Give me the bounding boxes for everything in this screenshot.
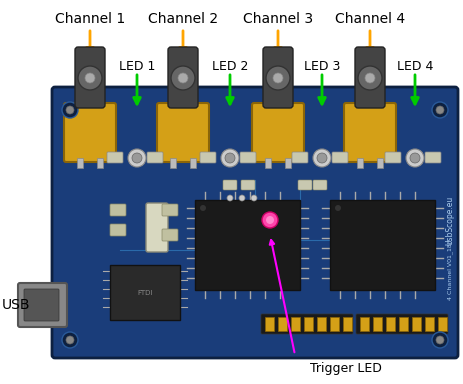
- Bar: [329, 317, 338, 331]
- Circle shape: [265, 216, 274, 224]
- FancyBboxPatch shape: [297, 180, 311, 190]
- Text: Trigger LED: Trigger LED: [309, 362, 381, 375]
- Bar: [77, 158, 83, 168]
- Bar: [264, 158, 270, 168]
- Bar: [169, 158, 175, 168]
- Circle shape: [357, 66, 381, 90]
- Circle shape: [220, 149, 238, 167]
- FancyBboxPatch shape: [329, 200, 434, 290]
- Circle shape: [200, 205, 206, 211]
- Bar: [437, 317, 446, 331]
- Circle shape: [226, 195, 232, 201]
- Circle shape: [272, 73, 282, 83]
- Circle shape: [265, 66, 289, 90]
- Text: USB: USB: [2, 298, 31, 312]
- Circle shape: [364, 73, 374, 83]
- Bar: [316, 317, 325, 331]
- Bar: [359, 317, 368, 331]
- Circle shape: [62, 332, 78, 348]
- FancyBboxPatch shape: [260, 314, 352, 334]
- FancyBboxPatch shape: [168, 47, 198, 108]
- Circle shape: [409, 153, 419, 163]
- Circle shape: [435, 106, 443, 114]
- FancyBboxPatch shape: [251, 103, 303, 162]
- Bar: [290, 317, 300, 331]
- FancyBboxPatch shape: [110, 224, 126, 236]
- Bar: [372, 317, 381, 331]
- Text: 4 Channel V01_18F: 4 Channel V01_18F: [446, 240, 452, 300]
- FancyBboxPatch shape: [424, 152, 440, 163]
- FancyBboxPatch shape: [384, 152, 400, 163]
- Circle shape: [178, 73, 188, 83]
- FancyBboxPatch shape: [107, 152, 123, 163]
- FancyBboxPatch shape: [147, 152, 163, 163]
- FancyBboxPatch shape: [162, 229, 178, 241]
- Text: Channel 4: Channel 4: [334, 12, 404, 26]
- FancyBboxPatch shape: [355, 314, 447, 334]
- Circle shape: [316, 153, 326, 163]
- FancyBboxPatch shape: [64, 103, 116, 162]
- Text: FTDI: FTDI: [137, 290, 152, 296]
- Circle shape: [238, 195, 244, 201]
- FancyBboxPatch shape: [354, 47, 384, 108]
- Bar: [385, 317, 394, 331]
- FancyBboxPatch shape: [18, 283, 67, 327]
- Text: Channel 3: Channel 3: [243, 12, 313, 26]
- Circle shape: [66, 106, 74, 114]
- Bar: [424, 317, 433, 331]
- Circle shape: [262, 212, 277, 228]
- FancyBboxPatch shape: [343, 103, 395, 162]
- FancyBboxPatch shape: [162, 204, 178, 216]
- Bar: [277, 317, 287, 331]
- Circle shape: [405, 149, 423, 167]
- Text: LED 1: LED 1: [119, 60, 155, 73]
- FancyBboxPatch shape: [240, 180, 255, 190]
- Circle shape: [85, 73, 95, 83]
- FancyBboxPatch shape: [75, 47, 105, 108]
- Circle shape: [313, 149, 330, 167]
- Bar: [189, 158, 195, 168]
- FancyBboxPatch shape: [24, 289, 59, 321]
- Circle shape: [225, 153, 234, 163]
- Circle shape: [128, 149, 146, 167]
- Bar: [97, 158, 103, 168]
- Circle shape: [431, 102, 447, 118]
- Text: LED 4: LED 4: [396, 60, 432, 73]
- FancyBboxPatch shape: [110, 204, 126, 216]
- Circle shape: [66, 336, 74, 344]
- FancyBboxPatch shape: [156, 103, 208, 162]
- Text: LED 3: LED 3: [303, 60, 339, 73]
- Text: LED 2: LED 2: [211, 60, 248, 73]
- FancyBboxPatch shape: [194, 200, 300, 290]
- Circle shape: [171, 66, 194, 90]
- Bar: [356, 158, 362, 168]
- FancyBboxPatch shape: [313, 180, 326, 190]
- Circle shape: [435, 336, 443, 344]
- Bar: [398, 317, 407, 331]
- FancyBboxPatch shape: [332, 152, 347, 163]
- FancyBboxPatch shape: [291, 152, 307, 163]
- Bar: [303, 317, 313, 331]
- Circle shape: [62, 102, 78, 118]
- FancyBboxPatch shape: [223, 180, 237, 190]
- Bar: [376, 158, 382, 168]
- FancyBboxPatch shape: [263, 47, 292, 108]
- Bar: [411, 317, 420, 331]
- FancyBboxPatch shape: [200, 152, 216, 163]
- Bar: [264, 317, 274, 331]
- Text: Channel 1: Channel 1: [55, 12, 125, 26]
- Circle shape: [78, 66, 102, 90]
- Circle shape: [334, 205, 340, 211]
- Circle shape: [431, 332, 447, 348]
- Circle shape: [131, 153, 142, 163]
- Text: UsbScope.eu: UsbScope.eu: [444, 195, 454, 245]
- FancyBboxPatch shape: [52, 87, 457, 358]
- Bar: [284, 158, 290, 168]
- Circle shape: [250, 195, 257, 201]
- Bar: [342, 317, 351, 331]
- FancyBboxPatch shape: [146, 203, 168, 252]
- FancyBboxPatch shape: [239, 152, 256, 163]
- Text: Channel 2: Channel 2: [148, 12, 218, 26]
- FancyBboxPatch shape: [110, 265, 180, 320]
